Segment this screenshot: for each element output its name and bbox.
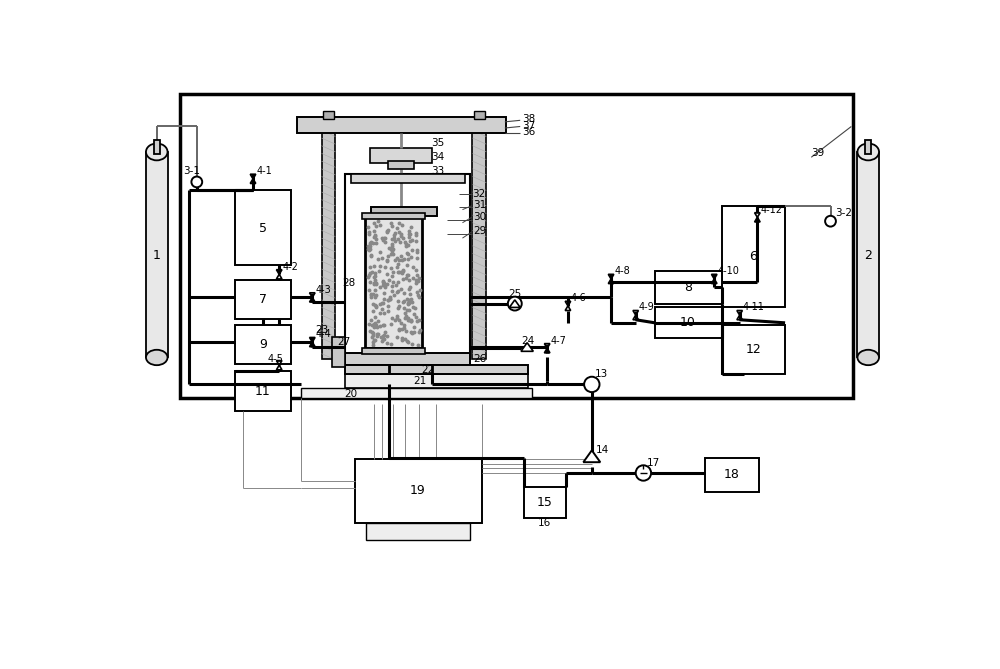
Text: 13: 13 [595, 369, 608, 379]
Text: 1: 1 [153, 250, 161, 262]
Bar [524, 487, 566, 518]
Bar [322, 119, 335, 359]
Text: 4-2: 4-2 [283, 262, 299, 272]
Text: 22: 22 [421, 365, 434, 375]
Bar [388, 161, 414, 169]
Bar [301, 388, 532, 397]
Text: 6: 6 [750, 250, 757, 263]
Bar [351, 174, 465, 183]
Text: 4-4: 4-4 [315, 329, 331, 339]
Bar [355, 459, 482, 523]
Bar [371, 207, 437, 216]
Bar [345, 174, 470, 359]
Text: 38: 38 [522, 114, 535, 124]
Text: 17: 17 [647, 458, 660, 468]
Bar [474, 111, 485, 119]
Text: 10: 10 [680, 316, 696, 329]
Text: 4-6: 4-6 [571, 293, 587, 303]
Text: 3-2: 3-2 [835, 207, 852, 217]
Text: 11: 11 [255, 385, 271, 398]
Text: 37: 37 [522, 120, 535, 130]
Bar [154, 140, 160, 154]
Text: 27: 27 [337, 337, 350, 347]
Bar [362, 213, 425, 219]
Ellipse shape [146, 143, 168, 161]
Bar [345, 365, 528, 375]
Bar [180, 94, 853, 397]
Circle shape [636, 465, 651, 481]
Bar [235, 191, 291, 265]
Text: 24: 24 [522, 336, 535, 346]
Bar [472, 119, 486, 359]
Bar [655, 271, 722, 304]
Text: 16: 16 [538, 518, 551, 528]
Text: 7: 7 [259, 293, 267, 306]
Text: 9: 9 [259, 338, 267, 351]
Text: 34: 34 [432, 153, 445, 163]
Ellipse shape [146, 350, 168, 365]
Text: 4-7: 4-7 [550, 336, 566, 346]
Bar [332, 337, 345, 367]
Text: 23: 23 [315, 324, 328, 334]
Circle shape [825, 216, 836, 227]
Bar [297, 117, 506, 132]
Text: 8: 8 [684, 281, 692, 294]
Text: 29: 29 [473, 226, 486, 236]
Polygon shape [509, 300, 520, 308]
Bar [366, 523, 470, 540]
Bar [362, 349, 425, 355]
Text: 33: 33 [432, 166, 445, 176]
Text: 12: 12 [746, 343, 761, 357]
Text: 32: 32 [472, 189, 485, 199]
Ellipse shape [857, 143, 879, 161]
Text: 4-1: 4-1 [257, 166, 273, 176]
Text: 35: 35 [432, 138, 445, 149]
Text: 25: 25 [508, 288, 521, 298]
Text: 4-12: 4-12 [760, 205, 782, 215]
Text: 3-1: 3-1 [183, 166, 200, 176]
Text: 4-11: 4-11 [743, 302, 765, 312]
Bar [235, 280, 291, 319]
Bar [235, 325, 291, 364]
Circle shape [584, 377, 600, 392]
Text: 19: 19 [410, 484, 426, 497]
Text: 14: 14 [596, 445, 609, 455]
Text: 26: 26 [473, 354, 486, 364]
Polygon shape [521, 343, 533, 351]
Text: 20: 20 [344, 389, 357, 399]
Polygon shape [583, 450, 600, 462]
Bar [857, 152, 879, 357]
Text: 28: 28 [342, 278, 355, 288]
Bar [705, 458, 759, 492]
Bar [370, 148, 432, 163]
Text: 4-10: 4-10 [717, 266, 739, 276]
Text: 2: 2 [864, 250, 872, 262]
Text: 4-9: 4-9 [639, 302, 655, 312]
Text: 4-5: 4-5 [268, 354, 284, 364]
Text: 18: 18 [724, 468, 740, 481]
Bar [345, 375, 528, 388]
Text: 36: 36 [522, 127, 535, 137]
Bar [722, 206, 785, 308]
Bar [365, 217, 422, 349]
Text: 5: 5 [259, 221, 267, 235]
Text: 4-3: 4-3 [315, 285, 331, 295]
Bar [345, 353, 470, 365]
Bar [323, 111, 334, 119]
Text: 39: 39 [811, 149, 825, 159]
Circle shape [191, 177, 202, 187]
Bar [146, 152, 168, 357]
Text: 31: 31 [473, 200, 486, 210]
Bar [655, 308, 722, 339]
Text: 30: 30 [473, 211, 486, 221]
Text: 21: 21 [413, 377, 427, 387]
Text: 4-8: 4-8 [614, 266, 630, 276]
Bar [865, 140, 871, 154]
Bar [722, 325, 785, 375]
Ellipse shape [857, 350, 879, 365]
Text: 15: 15 [537, 496, 553, 508]
Bar [235, 371, 291, 411]
Circle shape [508, 296, 522, 310]
